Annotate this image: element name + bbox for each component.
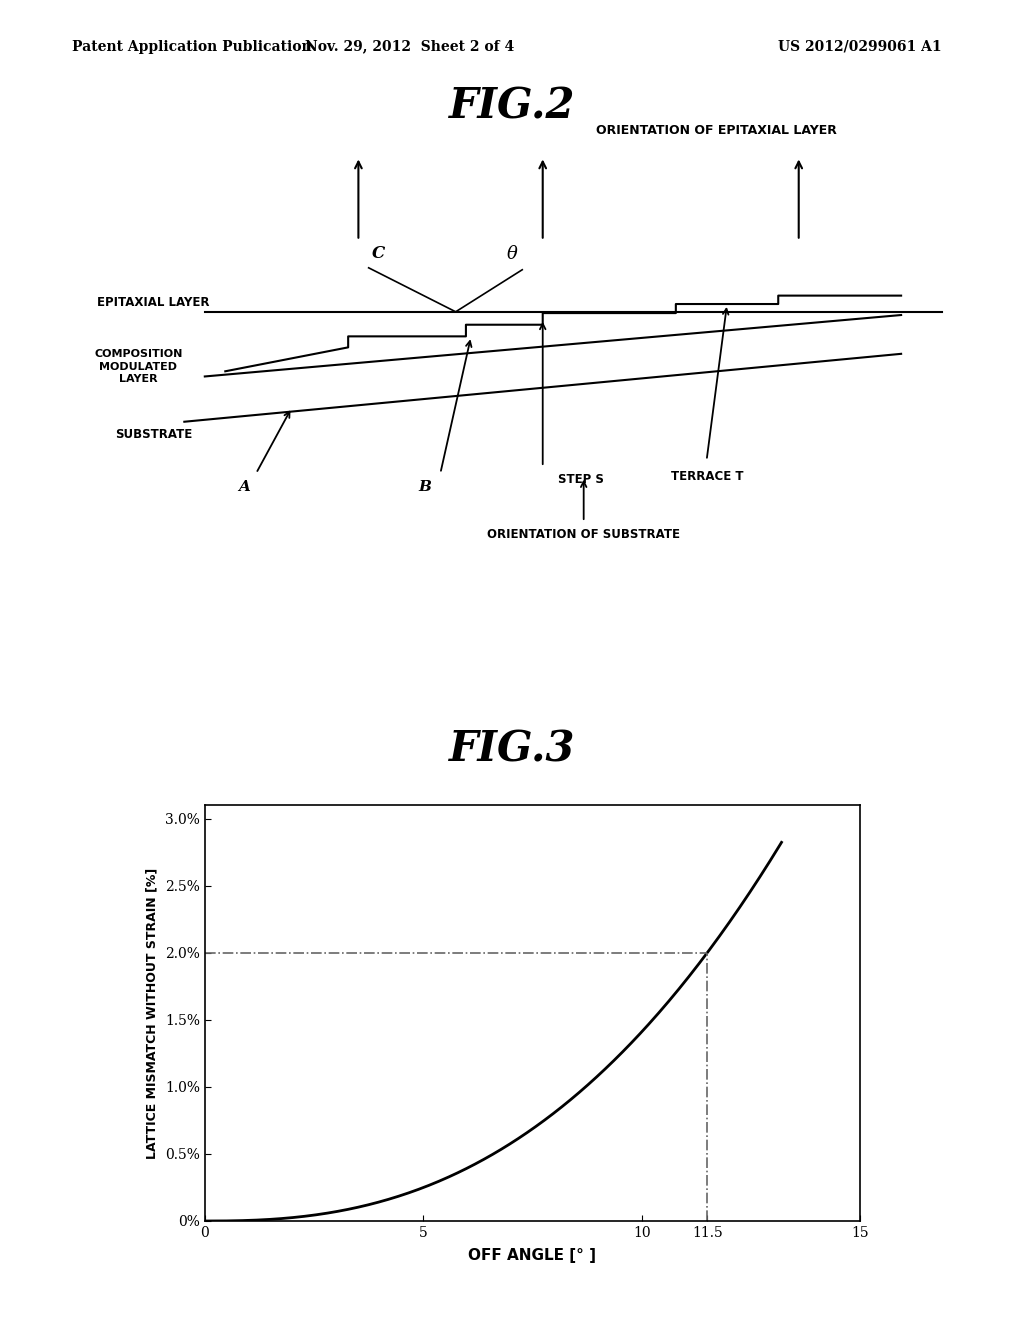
Text: ORIENTATION OF EPITAXIAL LAYER: ORIENTATION OF EPITAXIAL LAYER [596,124,838,137]
Text: A: A [238,480,250,494]
Text: C: C [373,246,385,263]
Text: Patent Application Publication: Patent Application Publication [72,40,311,54]
Text: FIG.2: FIG.2 [449,86,575,128]
Text: θ: θ [507,244,517,263]
Text: TERRACE T: TERRACE T [671,470,743,483]
Text: FIG.3: FIG.3 [449,729,575,771]
Y-axis label: LATTICE MISMATCH WITHOUT STRAIN [%]: LATTICE MISMATCH WITHOUT STRAIN [%] [145,867,158,1159]
Text: EPITAXIAL LAYER: EPITAXIAL LAYER [97,296,210,309]
Text: US 2012/0299061 A1: US 2012/0299061 A1 [778,40,942,54]
Text: COMPOSITION
MODULATED
LAYER: COMPOSITION MODULATED LAYER [94,350,182,384]
Text: Nov. 29, 2012  Sheet 2 of 4: Nov. 29, 2012 Sheet 2 of 4 [305,40,514,54]
X-axis label: OFF ANGLE [° ]: OFF ANGLE [° ] [469,1249,596,1263]
Text: B: B [419,480,431,494]
Text: SUBSTRATE: SUBSTRATE [115,428,193,441]
Text: STEP S: STEP S [558,474,604,487]
Text: ORIENTATION OF SUBSTRATE: ORIENTATION OF SUBSTRATE [487,528,680,541]
